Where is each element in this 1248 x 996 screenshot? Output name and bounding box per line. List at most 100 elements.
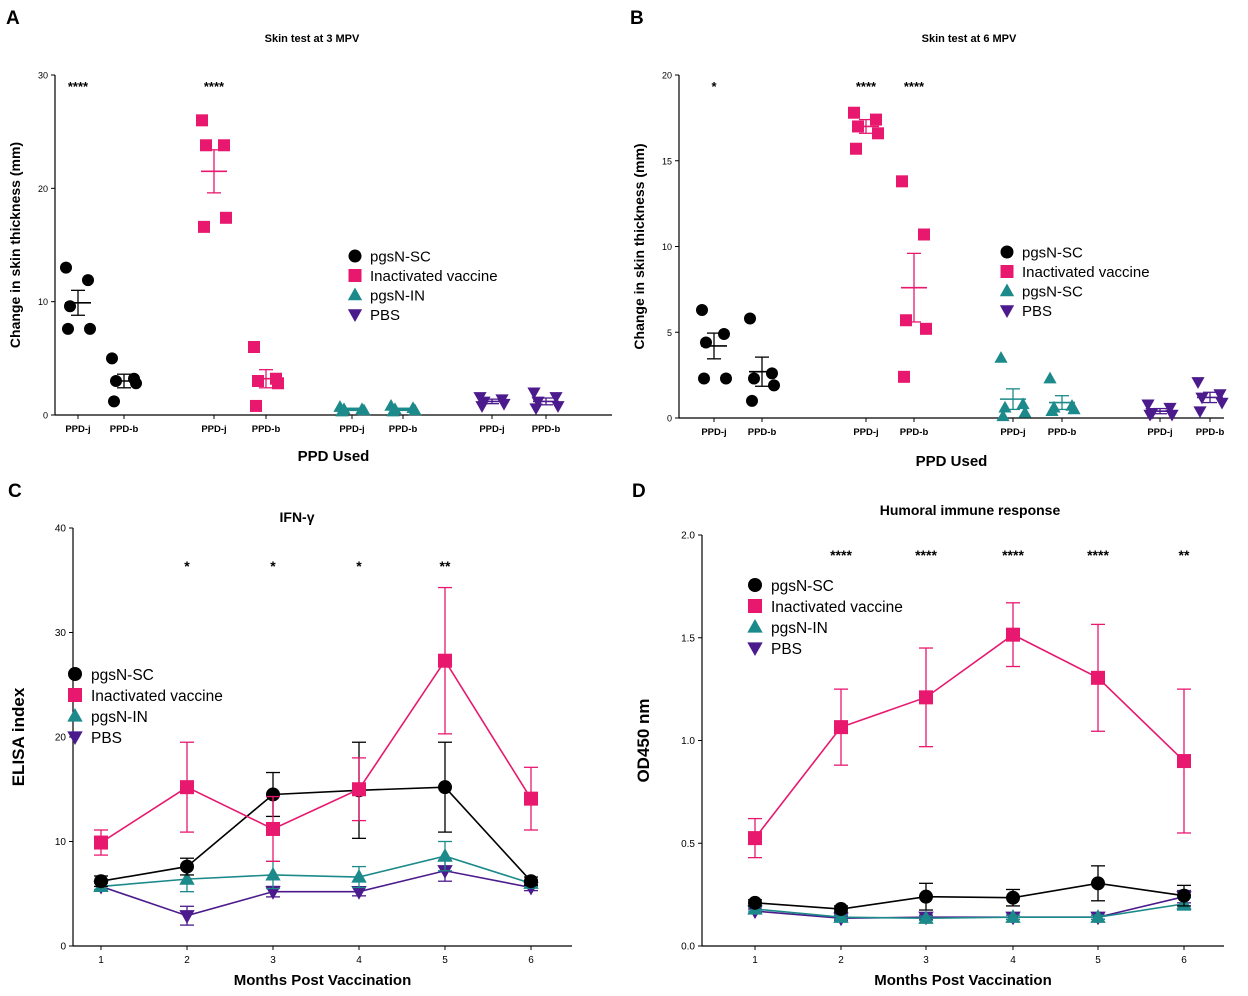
data-point bbox=[766, 367, 778, 380]
x-tick-label: 4 bbox=[356, 955, 362, 966]
series-line bbox=[100, 855, 532, 888]
significance-label: **** bbox=[915, 547, 937, 563]
legend-marker bbox=[348, 249, 362, 263]
data-point bbox=[351, 868, 367, 883]
data-point bbox=[437, 848, 453, 862]
data-point bbox=[1165, 409, 1179, 422]
y-tick-label: 40 bbox=[55, 524, 67, 535]
panel-letter: B bbox=[630, 8, 644, 29]
series-pgsn-in bbox=[747, 895, 1192, 924]
data-point bbox=[1215, 397, 1229, 410]
significance-label: **** bbox=[904, 79, 925, 94]
chart-title: Skin test at 3 MPV bbox=[265, 33, 360, 45]
significance-label: * bbox=[270, 558, 276, 574]
data-point bbox=[335, 404, 349, 417]
data-point bbox=[94, 835, 108, 850]
significance-label: **** bbox=[204, 79, 225, 94]
data-point bbox=[870, 113, 882, 126]
data-point bbox=[872, 127, 884, 140]
data-point bbox=[1143, 409, 1157, 422]
y-tick-label: 1.5 bbox=[681, 633, 695, 644]
series-pbs bbox=[93, 859, 539, 926]
y-tick-label: 0 bbox=[60, 942, 66, 953]
data-point bbox=[250, 399, 262, 412]
legend: pgsN-SC Inactivated vaccine pgsN-IN PBS bbox=[347, 249, 498, 324]
legend-marker bbox=[1000, 265, 1014, 278]
x-tick-label: PPD-j bbox=[201, 424, 226, 435]
data-point bbox=[524, 874, 538, 889]
legend: pgsN-SC Inactivated vaccine pgsN-IN PBS bbox=[747, 578, 903, 658]
data-point bbox=[918, 910, 934, 924]
group-pbs-ppd-b: PPD-b bbox=[527, 387, 565, 435]
data-point bbox=[1018, 405, 1032, 418]
legend-marker bbox=[999, 305, 1015, 318]
group-inactivated-vaccine-ppd-b: PPD-b bbox=[248, 341, 284, 435]
data-point bbox=[200, 139, 212, 152]
data-point bbox=[1006, 890, 1020, 905]
data-point bbox=[996, 409, 1010, 422]
y-tick-label: 20 bbox=[38, 184, 48, 194]
data-point bbox=[252, 375, 264, 387]
legend-label: Inactivated vaccine bbox=[91, 688, 223, 705]
data-point bbox=[475, 401, 489, 413]
data-point bbox=[918, 228, 930, 241]
data-point bbox=[437, 865, 453, 879]
x-axis-label: Months Post Vaccination bbox=[874, 972, 1052, 989]
significance-label: **** bbox=[68, 79, 89, 94]
legend-marker bbox=[747, 618, 763, 633]
x-tick-label: PPD-b bbox=[1048, 427, 1077, 438]
x-tick-label: 1 bbox=[752, 955, 758, 966]
x-tick-label: PPD-b bbox=[900, 427, 929, 438]
legend-marker bbox=[347, 309, 363, 322]
data-point bbox=[527, 387, 541, 400]
legend-marker bbox=[747, 642, 763, 657]
y-tick-label: 5 bbox=[667, 328, 672, 338]
x-ticks: 1 2 3 4 5 6 bbox=[98, 946, 534, 966]
x-axis-label: PPD Used bbox=[298, 448, 370, 465]
data-point bbox=[438, 780, 452, 795]
data-point bbox=[94, 874, 108, 889]
data-point bbox=[1067, 402, 1081, 415]
axes: 0 10 20 30 40 bbox=[55, 524, 572, 953]
panel-a-svg: A Skin test at 3 MPV 0 10 20 30 Change in skin… bbox=[6, 8, 612, 465]
y-tick-label: 30 bbox=[38, 71, 48, 81]
group-pgsn-sc-ppd-j: PPD-j **** bbox=[60, 79, 96, 435]
group-pgsn-in-ppd-b: PPD-b bbox=[1043, 371, 1081, 438]
y-tick-label: 15 bbox=[662, 156, 672, 166]
legend-marker bbox=[748, 578, 762, 592]
data-point bbox=[529, 403, 543, 416]
data-point bbox=[1045, 404, 1059, 416]
y-tick-label: 0.5 bbox=[681, 839, 695, 850]
legend-marker bbox=[67, 731, 83, 746]
group-pbs-ppd-b: PPD-b bbox=[1191, 377, 1229, 438]
group-inactivated-vaccine-ppd-j: PPD-j **** bbox=[196, 79, 232, 435]
x-tick-label: 5 bbox=[442, 955, 448, 966]
series-line bbox=[754, 903, 1185, 920]
x-tick-label: PPD-b bbox=[748, 427, 777, 438]
data-point bbox=[1163, 402, 1177, 415]
legend-label: pgsN-SC bbox=[91, 667, 154, 684]
data-point bbox=[698, 372, 710, 385]
y-tick-label: 30 bbox=[55, 628, 67, 639]
data-point bbox=[60, 261, 72, 274]
significance-label: ** bbox=[1179, 547, 1190, 563]
data-point bbox=[834, 720, 848, 735]
data-point bbox=[265, 886, 281, 900]
x-tick-label: 6 bbox=[528, 955, 534, 966]
x-tick-label: PPD-j bbox=[339, 424, 364, 435]
panel-letter: C bbox=[8, 481, 22, 502]
data-point bbox=[108, 395, 120, 408]
group-pgsn-in-ppd-j: PPD-j bbox=[333, 400, 371, 435]
data-point bbox=[720, 372, 732, 385]
y-tick-label: 20 bbox=[662, 71, 672, 81]
x-ticks: 1 2 3 4 5 6 bbox=[752, 946, 1187, 966]
data-point bbox=[896, 175, 908, 188]
data-point bbox=[84, 322, 96, 335]
legend-label: Inactivated vaccine bbox=[771, 599, 903, 616]
group-inactivated-vaccine-ppd-j: PPD-j **** bbox=[848, 79, 884, 438]
data-point bbox=[850, 142, 862, 155]
data-point bbox=[351, 886, 367, 900]
data-point bbox=[180, 780, 194, 795]
data-point bbox=[1005, 909, 1021, 923]
data-point bbox=[352, 782, 366, 797]
